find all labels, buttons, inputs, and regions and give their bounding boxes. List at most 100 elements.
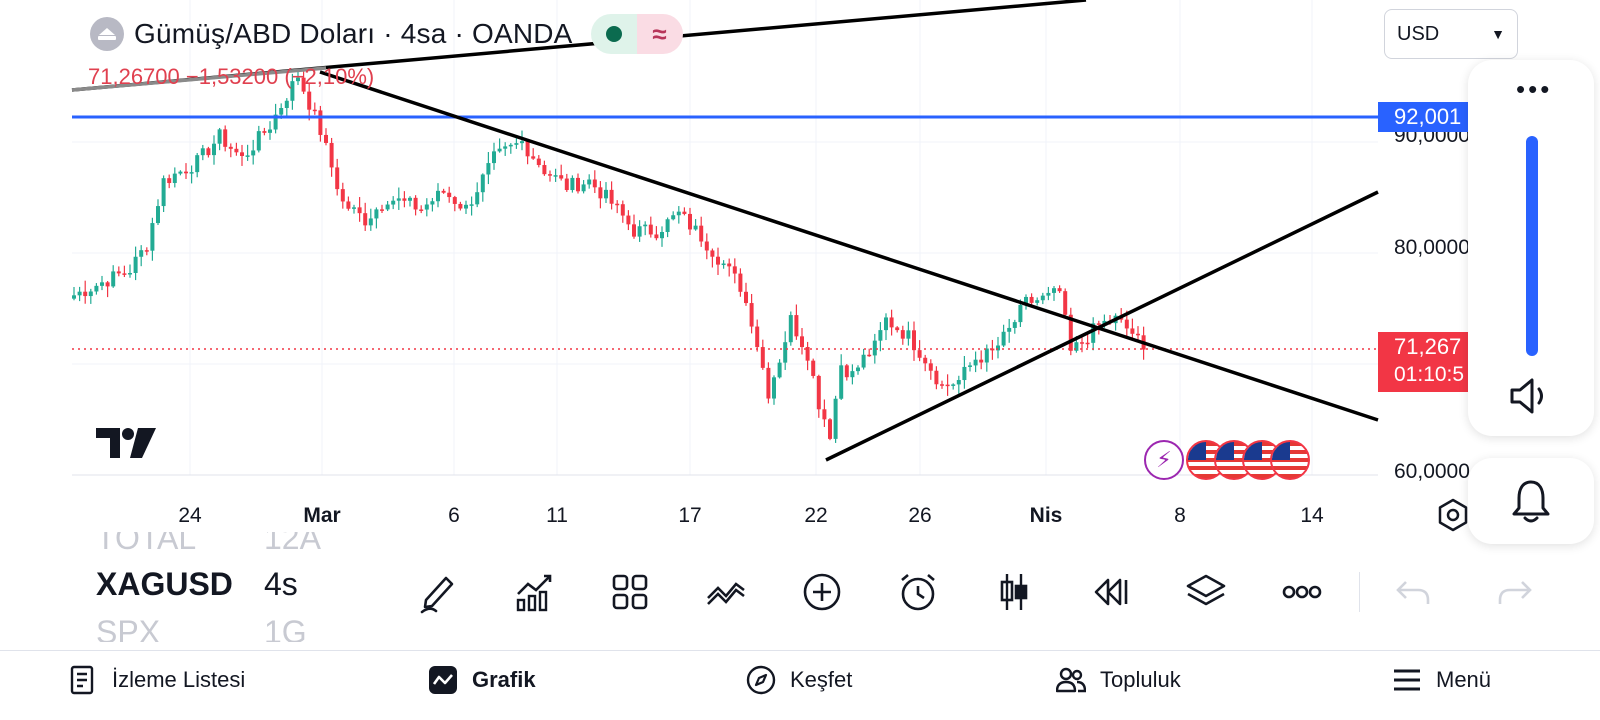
candle-type-icon [1000,574,1028,610]
status-pill[interactable]: ≈ [590,14,683,54]
symbol-title[interactable]: Gümüş/ABD Doları · 4sa · OANDA [134,18,573,49]
speaker-icon[interactable] [1506,372,1554,420]
candle-body [749,303,754,327]
candle-body [94,285,99,292]
lightning-event-icon[interactable]: ⚡ [1144,440,1184,480]
candle-body [385,204,390,210]
layers-icon [1186,574,1226,606]
symbol-header[interactable]: Gümüş/ABD Doları · 4sa · OANDA ≈ [90,14,683,54]
candle [391,196,396,210]
candle [783,331,788,370]
candle-body [1012,322,1017,328]
candle [144,247,149,256]
more-dots-icon[interactable]: ••• [1516,74,1553,104]
layers-button[interactable] [1182,568,1230,616]
candle [626,210,631,231]
nav-menu[interactable]: Menü [1392,665,1491,695]
indicators-button[interactable] [510,568,558,616]
candle [587,174,592,189]
candle-body [279,108,284,115]
candle-body [150,223,155,251]
candle [738,268,743,297]
candle [430,197,435,212]
list-item-active[interactable]: XAGUSD 4s [96,566,298,602]
candle [676,206,681,224]
candle-body [693,225,698,230]
candle-body [727,263,732,267]
candle-body [1080,342,1084,344]
candle [800,328,804,355]
candle [497,138,502,153]
nav-explore[interactable]: Keşfet [746,665,852,695]
candle [962,355,967,389]
layout-button[interactable] [606,568,654,616]
candle [699,216,704,247]
candle [727,258,732,277]
nav-chart[interactable]: Grafik [428,665,536,695]
undo-button[interactable] [1390,568,1438,616]
candle [632,214,636,239]
candle-body [934,370,939,385]
add-button[interactable] [798,568,846,616]
replay-button[interactable] [1086,568,1134,616]
time-tick: 14 [1300,504,1324,527]
candle-body [766,367,771,399]
candle [245,144,250,161]
chart-settings-icon[interactable] [1436,498,1470,532]
candle-body [178,171,183,174]
candle-body [1063,291,1068,315]
more-tools-button[interactable] [1278,568,1326,616]
candle [928,359,933,380]
candle [553,168,558,182]
alert-button[interactable] [894,568,942,616]
candle-body [923,357,928,364]
candle-body [710,250,715,257]
approx-data-icon: ≈ [636,14,683,54]
candle-body [492,151,496,164]
candle [251,139,256,165]
add-circle-icon [803,573,841,611]
candle [592,170,597,194]
candle [536,155,541,168]
candle-body [217,129,222,144]
candle [452,195,457,212]
candle [973,351,978,373]
candle [150,217,155,261]
candle-body [872,340,877,356]
candle [206,146,211,158]
currency-select[interactable]: USD ▼ [1384,9,1518,59]
candle-body [363,213,368,226]
candle-body [945,384,950,387]
candle-body [189,172,194,174]
nav-watchlist[interactable]: İzleme Listesi [68,665,245,695]
candle-body [116,271,121,274]
bell-icon[interactable] [1510,478,1552,524]
watchlist-strip[interactable]: TOTAL 12A XAGUSD 4s SPX 1G [96,532,336,642]
candle-body [161,178,166,207]
chart-type-button[interactable] [990,568,1038,616]
list-item[interactable]: SPX 1G [96,614,307,642]
candle [346,196,351,211]
redo-button[interactable] [1490,568,1538,616]
candle-body [352,207,356,209]
drawing-tool-button[interactable] [414,568,462,616]
scroll-indicator[interactable] [1526,136,1538,356]
nav-community[interactable]: Topluluk [1056,665,1181,695]
candle [424,198,429,217]
candle [760,339,765,370]
chart-toolbar [0,560,1600,630]
time-tick: 22 [804,504,828,527]
candle-body [962,366,967,381]
candle-body [979,359,984,363]
us-flag-event-icon[interactable] [1270,440,1310,480]
list-item[interactable]: TOTAL 12A [96,532,321,556]
candle-body [956,380,961,385]
candle [105,280,110,298]
candle [72,287,76,301]
patterns-button[interactable] [702,568,750,616]
time-tick: 26 [908,504,932,527]
candle [480,173,485,202]
candle-body [548,174,552,176]
horizontal-line-label[interactable]: 92,001 [1378,102,1468,132]
